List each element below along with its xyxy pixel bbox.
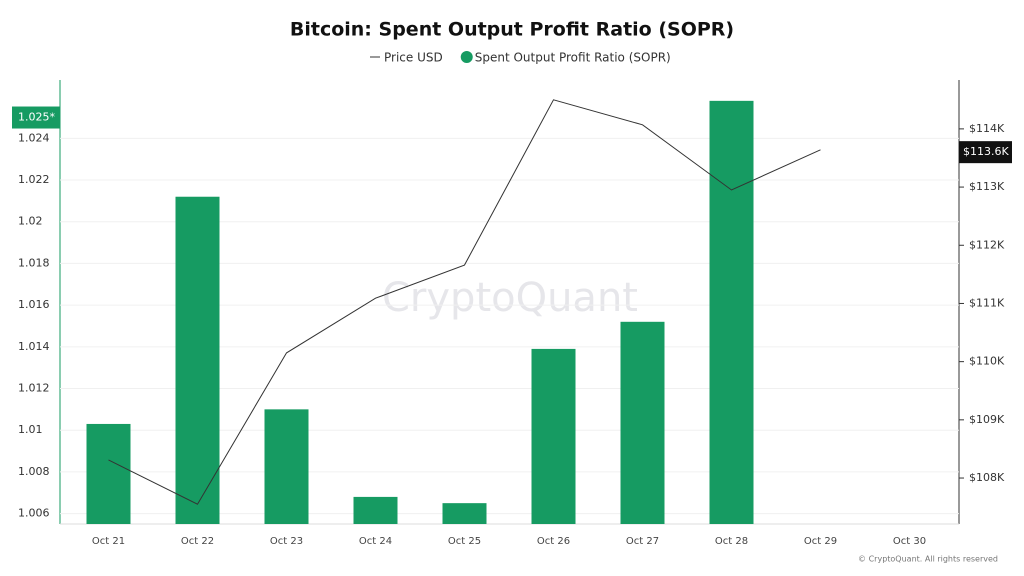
bar [353, 496, 398, 524]
x-tick-label: Oct 29 [804, 536, 837, 547]
price-line [108, 99, 821, 505]
y-tick-label: 1.02 [18, 215, 43, 228]
bar [86, 423, 131, 524]
y-tick-label: 1.018 [18, 256, 50, 269]
x-tick-label: Oct 27 [626, 536, 659, 547]
y-marker-box [12, 106, 60, 129]
y2-tick-label: $110K [969, 355, 1005, 368]
y-tick-label: 1.006 [18, 507, 50, 520]
x-tick-label: Oct 21 [92, 536, 125, 547]
y-marker-label: 1.025* [18, 111, 55, 124]
y2-tick-label: $114K [969, 122, 1005, 135]
y2-marker-box [959, 141, 1012, 164]
y2-tick-label: $109K [969, 413, 1005, 426]
x-tick-label: Oct 26 [537, 536, 570, 547]
bar [709, 100, 754, 525]
legend-swatch [460, 51, 473, 63]
y-tick-label: 1.008 [18, 465, 50, 478]
x-tick-label: Oct 30 [893, 536, 926, 547]
y-tick-label: 1.014 [18, 340, 50, 353]
chart-title: Bitcoin: Spent Output Profit Ratio (SOPR… [290, 19, 734, 41]
y2-tick-label: $108K [969, 471, 1005, 484]
y-tick-label: 1.01 [18, 423, 43, 436]
bar [442, 503, 487, 524]
y2-tick-label: $113K [969, 180, 1005, 193]
watermark: CryptoQuant [382, 275, 638, 321]
bar [531, 348, 576, 524]
bar [175, 196, 220, 524]
y2-marker-label: $113.6K [963, 145, 1009, 158]
credit: © CryptoQuant. All rights reserved [858, 555, 998, 564]
legend-label: Price USD [384, 51, 443, 65]
x-tick-label: Oct 24 [359, 536, 392, 547]
y-tick-label: 1.022 [18, 173, 50, 186]
y-tick-label: 1.024 [18, 131, 50, 144]
x-tick-label: Oct 23 [270, 536, 303, 547]
y-tick-label: 1.016 [18, 298, 50, 311]
bar [264, 409, 309, 524]
x-tick-label: Oct 28 [715, 536, 748, 547]
x-tick-label: Oct 25 [448, 536, 481, 547]
y2-tick-label: $111K [969, 296, 1005, 309]
y2-tick-label: $112K [969, 238, 1005, 251]
x-tick-label: Oct 22 [181, 536, 214, 547]
legend-label: Spent Output Profit Ratio (SOPR) [475, 51, 671, 65]
bar [620, 321, 665, 524]
y-tick-label: 1.012 [18, 382, 50, 395]
